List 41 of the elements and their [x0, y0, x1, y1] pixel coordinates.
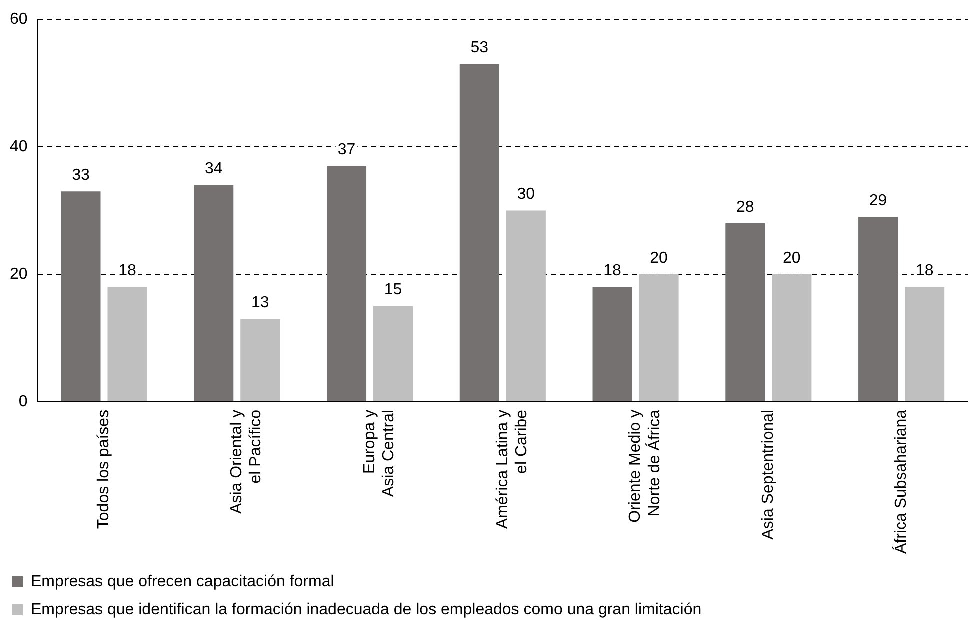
x-tick-label: Oriente Medio y Norte de África [627, 410, 664, 523]
data-label: 13 [251, 294, 270, 312]
data-label: 20 [650, 250, 668, 267]
legend-label: Empresas que identifican la formación inadecuada de los empleados como una gran limitación [31, 601, 702, 618]
bar [639, 274, 679, 402]
bar [61, 192, 101, 402]
data-label: 18 [604, 262, 622, 280]
bar [506, 210, 546, 402]
bar [905, 287, 945, 402]
x-tick-label: África Subsahariana [892, 410, 910, 554]
bar [108, 287, 148, 402]
data-label: 30 [517, 186, 536, 204]
bar [460, 64, 500, 402]
y-tick-label: 0 [18, 393, 28, 410]
data-label: 37 [338, 142, 356, 159]
data-label: 15 [384, 282, 402, 299]
data-label: 18 [118, 262, 136, 280]
x-tick-label: Todos los países [96, 410, 113, 530]
bar [326, 166, 367, 402]
data-label: 33 [72, 167, 90, 184]
bar [374, 306, 414, 402]
y-tick-label: 60 [10, 11, 28, 28]
data-label: 20 [783, 250, 801, 267]
data-label: 29 [869, 192, 888, 210]
data-label: 28 [736, 198, 754, 216]
y-tick-label: 40 [10, 138, 28, 156]
y-tick-label: 20 [10, 266, 28, 283]
bar [772, 274, 812, 402]
data-label: 34 [204, 160, 223, 178]
bar [726, 224, 766, 402]
bar [240, 319, 280, 402]
x-tick-label: Asia Septentrional [760, 410, 778, 540]
data-label: 53 [470, 40, 489, 57]
data-label: 18 [916, 262, 934, 280]
legend-label: Empresas que ofrecen capacitación formal [31, 573, 334, 590]
x-tick-label: Asia Oriental y el Pacífico [228, 410, 265, 514]
bar [592, 287, 632, 402]
bar [194, 185, 234, 402]
bar [858, 217, 898, 402]
x-tick-label: América Latina y el Caribe [494, 410, 531, 530]
x-tick-label: Europa y Asia Central [361, 410, 398, 498]
